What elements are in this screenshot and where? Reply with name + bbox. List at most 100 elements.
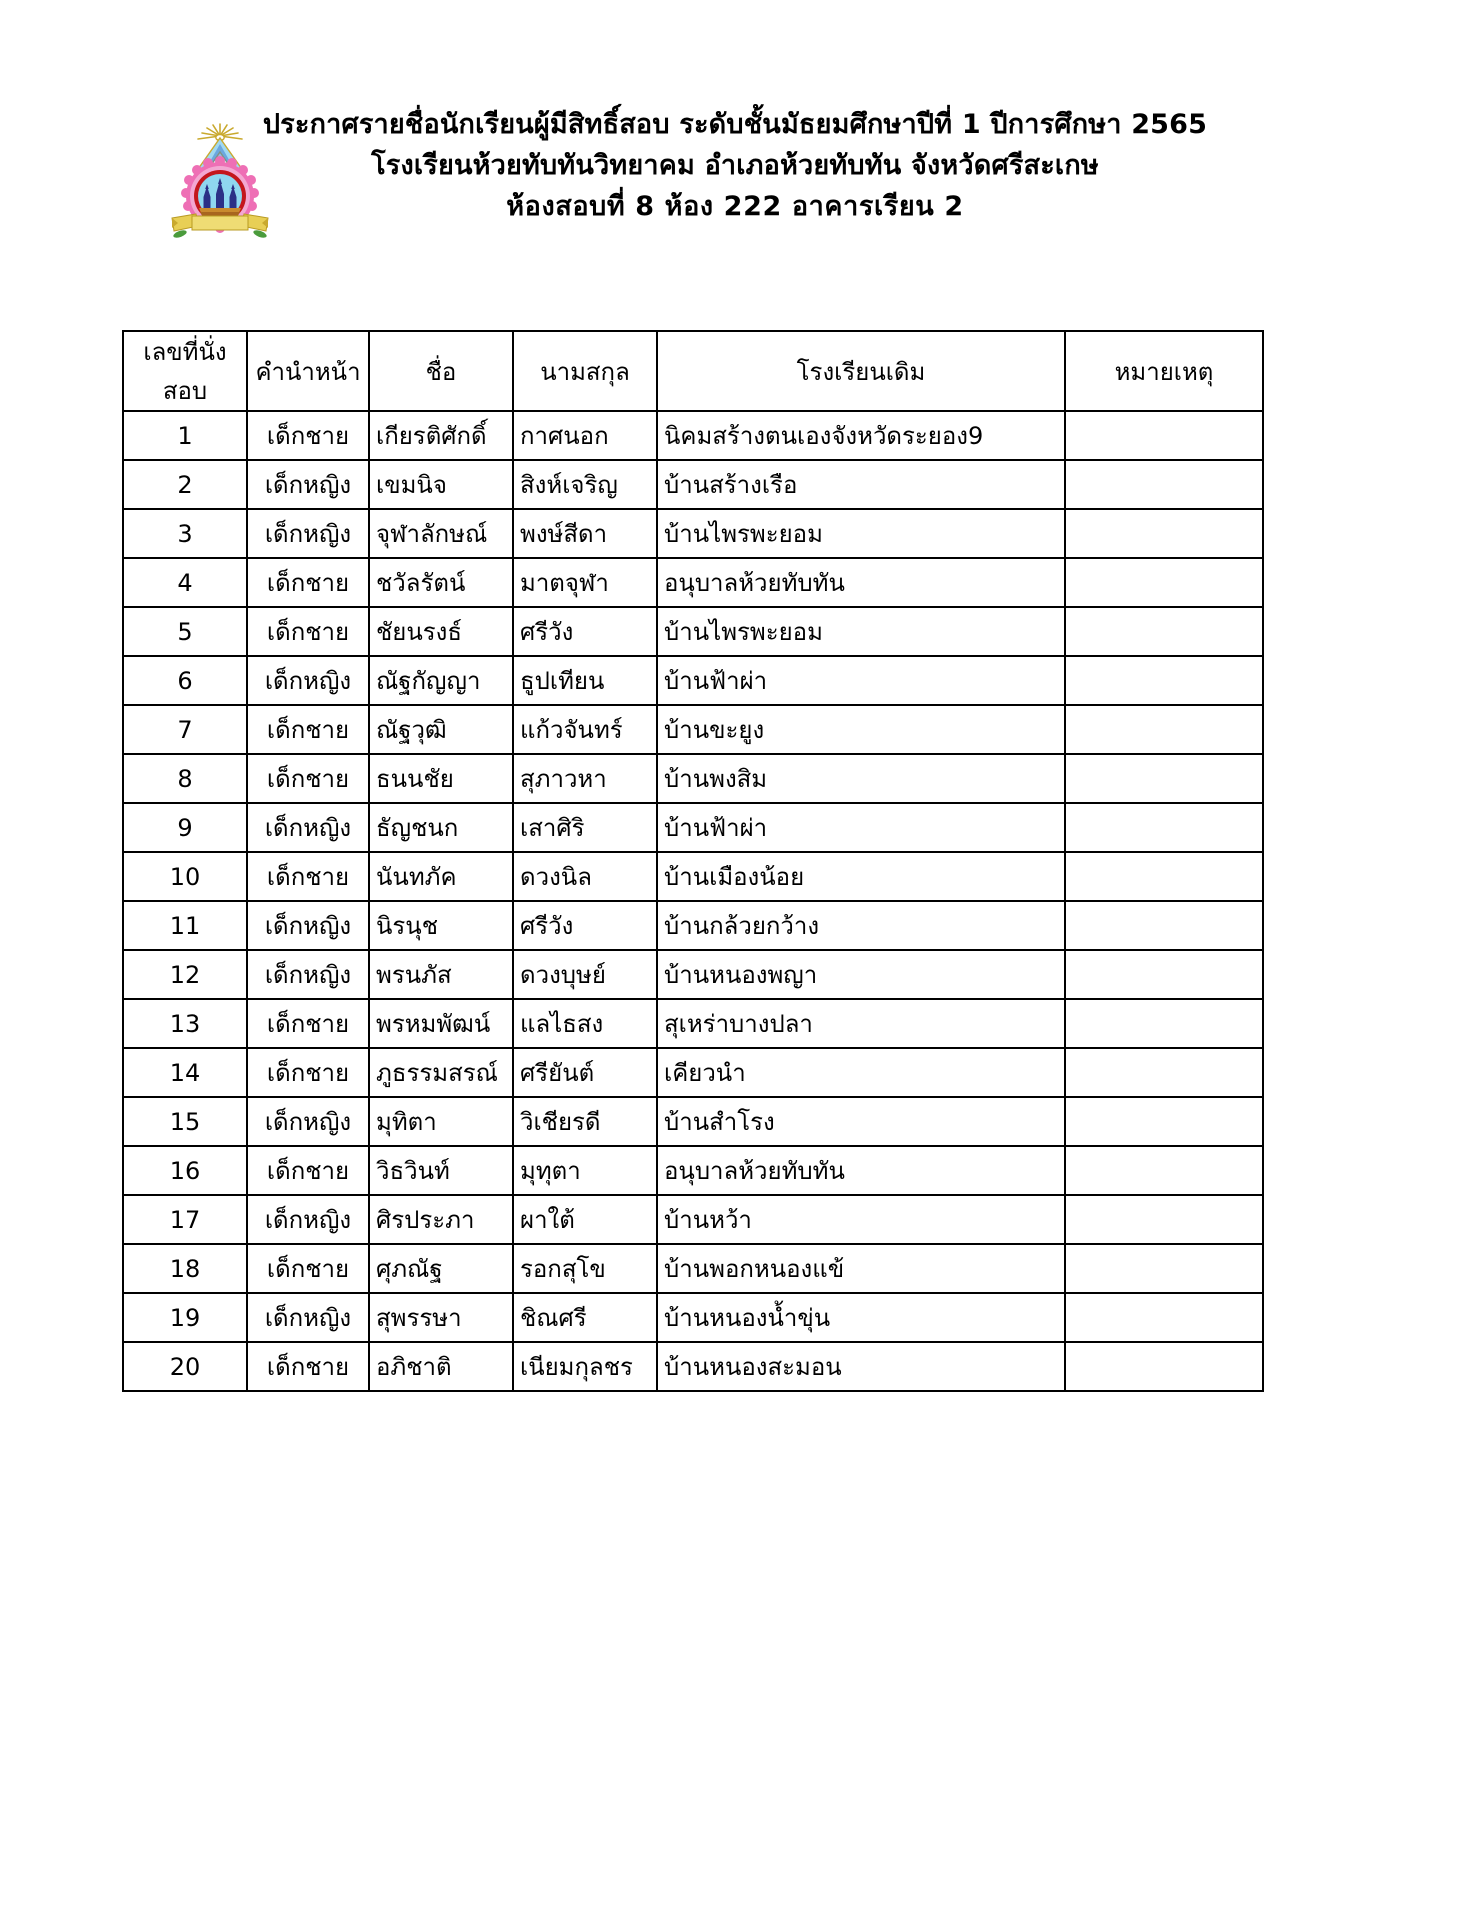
cell-title: เด็กชาย xyxy=(246,1145,370,1196)
cell-former-school: บ้านพอกหนองแข้ xyxy=(656,1243,1066,1294)
cell-last-name: ศรีวัง xyxy=(512,606,658,657)
roster-table-container: เลขที่นั่งสอบ คำนำหน้า ชื่อ นามสกุล โรงเ… xyxy=(122,330,1264,1392)
cell-former-school: นิคมสร้างตนเองจังหวัดระยอง9 xyxy=(656,410,1066,461)
table-row: 1 เด็กชาย เกียรติศักดิ์ กาศนอก นิคมสร้างตนเอ… xyxy=(122,410,1264,461)
table-row: 18 เด็กชาย ศุภณัฐ รอกสุโข บ้านพอกหนองแข้ xyxy=(122,1243,1264,1294)
cell-seat-number: 7 xyxy=(122,704,248,755)
cell-seat-number: 16 xyxy=(122,1145,248,1196)
cell-remarks xyxy=(1064,1194,1264,1245)
table-row: 14 เด็กชาย ภูธรรมสรณ์ ศรียันต์ เคียวนำ xyxy=(122,1047,1264,1098)
cell-remarks xyxy=(1064,900,1264,951)
cell-first-name: เกียรติศักดิ์ xyxy=(368,410,514,461)
announcement-title-line1: ประกาศรายชื่อนักเรียนผู้มีสิทธิ์สอบ ระดั… xyxy=(262,109,1208,140)
school-name-line2: โรงเรียนห้วยทับทันวิทยาคม อำเภอห้วยทับทั… xyxy=(371,150,1099,181)
cell-last-name: พงษ์สีดา xyxy=(512,508,658,559)
table-row: 2 เด็กหญิง เขมนิจ สิงห์เจริญ บ้านสร้างเรือ xyxy=(122,459,1264,510)
table-row: 17 เด็กหญิง ศิรประภา ผาใต้ บ้านหว้า xyxy=(122,1194,1264,1245)
cell-title: เด็กชาย xyxy=(246,557,370,608)
cell-title: เด็กหญิง xyxy=(246,900,370,951)
table-row: 12 เด็กหญิง พรนภัส ดวงบุษย์ บ้านหนองพญา xyxy=(122,949,1264,1000)
cell-last-name: ผาใต้ xyxy=(512,1194,658,1245)
cell-title: เด็กชาย xyxy=(246,410,370,461)
cell-last-name: วิเชียรดี xyxy=(512,1096,658,1147)
cell-title: เด็กชาย xyxy=(246,998,370,1049)
cell-title: เด็กชาย xyxy=(246,753,370,804)
cell-title: เด็กหญิง xyxy=(246,802,370,853)
cell-first-name: ธนนชัย xyxy=(368,753,514,804)
cell-first-name: นันทภัค xyxy=(368,851,514,902)
exam-room-line3: ห้องสอบที่ 8 ห้อง 222 อาคารเรียน 2 xyxy=(506,191,964,222)
table-row: 6 เด็กหญิง ณัฐกัญญา ธูปเทียน บ้านฟ้าผ่า xyxy=(122,655,1264,706)
cell-title: เด็กหญิง xyxy=(246,1194,370,1245)
cell-last-name: ศรีวัง xyxy=(512,900,658,951)
cell-remarks xyxy=(1064,704,1264,755)
cell-seat-number: 18 xyxy=(122,1243,248,1294)
cell-remarks xyxy=(1064,606,1264,657)
cell-title: เด็กหญิง xyxy=(246,949,370,1000)
cell-last-name: ธูปเทียน xyxy=(512,655,658,706)
cell-seat-number: 4 xyxy=(122,557,248,608)
cell-remarks xyxy=(1064,851,1264,902)
cell-seat-number: 12 xyxy=(122,949,248,1000)
table-body: 1 เด็กชาย เกียรติศักดิ์ กาศนอก นิคมสร้างตนเอ… xyxy=(122,410,1264,1392)
cell-last-name: ดวงบุษย์ xyxy=(512,949,658,1000)
cell-seat-number: 11 xyxy=(122,900,248,951)
column-header-former-school: โรงเรียนเดิม xyxy=(656,330,1066,412)
cell-former-school: เคียวนำ xyxy=(656,1047,1066,1098)
table-row: 4 เด็กชาย ชวัลรัตน์ มาตจุฬา อนุบาลห้วยทับทัน xyxy=(122,557,1264,608)
table-row: 11 เด็กหญิง นิรนุช ศรีวัง บ้านกล้วยกว้าง xyxy=(122,900,1264,951)
cell-former-school: บ้านกล้วยกว้าง xyxy=(656,900,1066,951)
cell-first-name: เขมนิจ xyxy=(368,459,514,510)
cell-seat-number: 2 xyxy=(122,459,248,510)
cell-title: เด็กหญิง xyxy=(246,1292,370,1343)
cell-remarks xyxy=(1064,459,1264,510)
cell-seat-number: 10 xyxy=(122,851,248,902)
column-header-title: คำนำหน้า xyxy=(246,330,370,412)
cell-first-name: ณัฐกัญญา xyxy=(368,655,514,706)
cell-remarks xyxy=(1064,1145,1264,1196)
cell-seat-number: 13 xyxy=(122,998,248,1049)
cell-title: เด็กชาย xyxy=(246,851,370,902)
cell-last-name: ศรียันต์ xyxy=(512,1047,658,1098)
cell-remarks xyxy=(1064,949,1264,1000)
cell-first-name: ศิรประภา xyxy=(368,1194,514,1245)
cell-first-name: ชวัลรัตน์ xyxy=(368,557,514,608)
column-header-seat-number: เลขที่นั่งสอบ xyxy=(122,330,248,412)
cell-first-name: สุพรรษา xyxy=(368,1292,514,1343)
cell-seat-number: 5 xyxy=(122,606,248,657)
cell-seat-number: 20 xyxy=(122,1341,248,1392)
table-row: 15 เด็กหญิง มุทิตา วิเชียรดี บ้านสำโรง xyxy=(122,1096,1264,1147)
cell-seat-number: 8 xyxy=(122,753,248,804)
cell-remarks xyxy=(1064,1243,1264,1294)
cell-first-name: อภิชาติ xyxy=(368,1341,514,1392)
cell-former-school: อนุบาลห้วยทับทัน xyxy=(656,1145,1066,1196)
cell-remarks xyxy=(1064,1341,1264,1392)
cell-last-name: มาตจุฬา xyxy=(512,557,658,608)
document-header: ประกาศรายชื่อนักเรียนผู้มีสิทธิ์สอบ ระดั… xyxy=(0,104,1481,264)
cell-former-school: บ้านขะยูง xyxy=(656,704,1066,755)
column-header-first-name: ชื่อ xyxy=(368,330,514,412)
cell-last-name: สิงห์เจริญ xyxy=(512,459,658,510)
crown-rays-icon xyxy=(197,123,243,142)
cell-title: เด็กชาย xyxy=(246,1047,370,1098)
cell-former-school: อนุบาลห้วยทับทัน xyxy=(656,557,1066,608)
cell-remarks xyxy=(1064,802,1264,853)
cell-seat-number: 14 xyxy=(122,1047,248,1098)
cell-former-school: บ้านไพรพะยอม xyxy=(656,508,1066,559)
cell-former-school: บ้านเมืองน้อย xyxy=(656,851,1066,902)
cell-seat-number: 15 xyxy=(122,1096,248,1147)
cell-former-school: บ้านหว้า xyxy=(656,1194,1066,1245)
cell-title: เด็กชาย xyxy=(246,606,370,657)
table-row: 16 เด็กชาย วิธวินท์ มุทุตา อนุบาลห้วยทับทัน xyxy=(122,1145,1264,1196)
cell-former-school: บ้านฟ้าผ่า xyxy=(656,802,1066,853)
column-header-remarks: หมายเหตุ xyxy=(1064,330,1264,412)
cell-first-name: วิธวินท์ xyxy=(368,1145,514,1196)
cell-former-school: บ้านสำโรง xyxy=(656,1096,1066,1147)
column-header-last-name: นามสกุล xyxy=(512,330,658,412)
cell-title: เด็กหญิง xyxy=(246,508,370,559)
table-row: 8 เด็กชาย ธนนชัย สุภาวหา บ้านพงสิม xyxy=(122,753,1264,804)
table-row: 5 เด็กชาย ชัยนรงธ์ ศรีวัง บ้านไพรพะยอม xyxy=(122,606,1264,657)
cell-seat-number: 17 xyxy=(122,1194,248,1245)
cell-remarks xyxy=(1064,998,1264,1049)
